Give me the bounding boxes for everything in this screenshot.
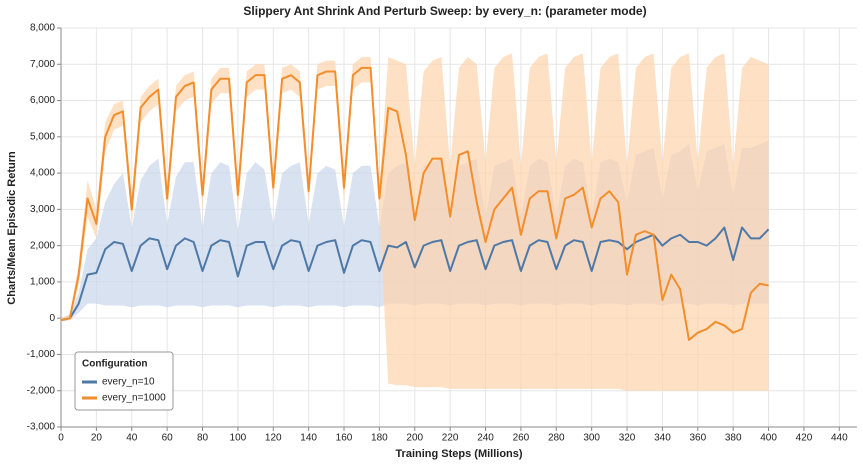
y-tick-label: -1,000 (27, 349, 56, 360)
x-tick-label: 80 (197, 433, 209, 444)
y-tick-label: 2,000 (30, 240, 55, 251)
y-tick-label: 8,000 (30, 23, 55, 34)
legend-title: Configuration (82, 359, 148, 370)
x-tick-label: 380 (725, 433, 742, 444)
legend-box (74, 351, 174, 411)
x-tick-label: 60 (162, 433, 174, 444)
x-tick-label: 260 (513, 433, 530, 444)
x-tick-label: 420 (796, 433, 813, 444)
y-tick-label: 5,000 (30, 131, 55, 142)
x-tick-label: 400 (760, 433, 777, 444)
confidence-band (61, 53, 769, 391)
legend: Configuration every_n=10 every_n=1000 (74, 351, 174, 411)
y-tick-label: 6,000 (30, 95, 55, 106)
x-tick-label: 440 (831, 433, 848, 444)
y-tick-label: 3,000 (30, 204, 55, 215)
x-tick-label: 300 (583, 433, 600, 444)
x-tick-label: 20 (91, 433, 103, 444)
x-tick-label: 200 (406, 433, 423, 444)
legend-label: every_n=1000 (102, 393, 166, 404)
y-tick-label: 4,000 (30, 168, 55, 179)
x-tick-label: 240 (477, 433, 494, 444)
y-tick-label: -2,000 (27, 385, 56, 396)
x-axis-label: Training Steps (Millions) (395, 448, 522, 460)
x-tick-label: 360 (689, 433, 706, 444)
x-tick-label: 280 (548, 433, 565, 444)
x-tick-label: 0 (58, 433, 64, 444)
x-tick-label: 40 (126, 433, 138, 444)
y-tick-label: 1,000 (30, 277, 55, 288)
x-tick-label: 100 (230, 433, 247, 444)
x-tick-label: 180 (371, 433, 388, 444)
x-tick-label: 140 (300, 433, 317, 444)
series-line (60, 66, 769, 341)
y-tick-label: 0 (49, 313, 55, 324)
y-tick-label: 7,000 (30, 59, 55, 70)
y-axis-label: Charts/Mean Episodic Return (6, 151, 18, 305)
x-tick-label: 340 (654, 433, 671, 444)
x-tick-label: 220 (442, 433, 459, 444)
legend-label: every_n=10 (102, 377, 155, 388)
y-tick-label: -3,000 (27, 422, 56, 433)
series-line (60, 226, 770, 321)
chart-title: Slippery Ant Shrink And Perturb Sweep: b… (243, 4, 646, 18)
x-tick-label: 320 (619, 433, 636, 444)
x-tick-label: 160 (336, 433, 353, 444)
x-tick-label: 120 (265, 433, 282, 444)
